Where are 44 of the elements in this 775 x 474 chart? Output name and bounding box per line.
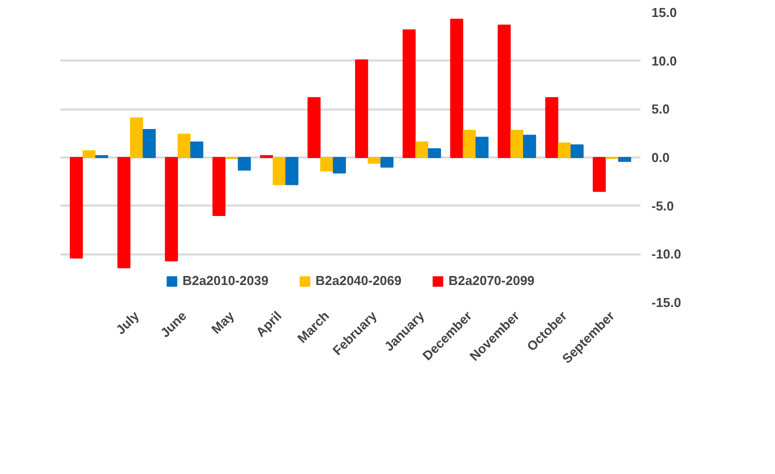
bar — [212, 157, 226, 216]
legend-label: B2a2010-2039 — [182, 273, 268, 288]
y-tick-label: -10.0 — [652, 246, 682, 262]
bar — [545, 97, 558, 158]
bar — [428, 148, 442, 158]
bar — [178, 134, 191, 158]
bar — [368, 157, 381, 164]
y-tick-label: 15.0 — [652, 5, 677, 20]
y-tick-label: -15.0 — [652, 295, 682, 310]
bar — [238, 157, 251, 171]
bar — [142, 128, 156, 158]
bar — [510, 130, 524, 158]
bar — [476, 136, 489, 158]
legend-label: B2a2040-2069 — [315, 273, 402, 288]
bar — [308, 97, 321, 158]
y-tick-label: 0.0 — [652, 150, 670, 165]
bar — [450, 18, 464, 158]
bar — [558, 142, 571, 158]
bar — [164, 157, 178, 262]
bar — [82, 150, 96, 158]
bar — [272, 157, 286, 186]
bar — [320, 157, 334, 172]
bar — [462, 130, 476, 158]
bar — [570, 144, 584, 158]
bar — [380, 157, 394, 168]
bar — [498, 24, 511, 158]
bar — [332, 157, 346, 174]
x-tick-label: May — [208, 308, 238, 337]
bar — [117, 157, 130, 268]
y-tick-label: -5.0 — [652, 198, 674, 214]
x-tick-label: July — [112, 308, 142, 338]
bar — [523, 134, 536, 158]
legend-label: B2a2070-2099 — [448, 273, 535, 288]
bar — [130, 117, 144, 158]
bar — [618, 157, 632, 162]
y-tick-label: 10.0 — [652, 53, 677, 68]
bar — [285, 157, 298, 186]
y-tick-label: 5.0 — [652, 102, 670, 117]
bar — [190, 142, 204, 158]
bar — [415, 142, 428, 158]
bar — [355, 59, 368, 158]
bar — [592, 157, 606, 192]
bar — [70, 157, 83, 259]
bar — [402, 29, 416, 158]
